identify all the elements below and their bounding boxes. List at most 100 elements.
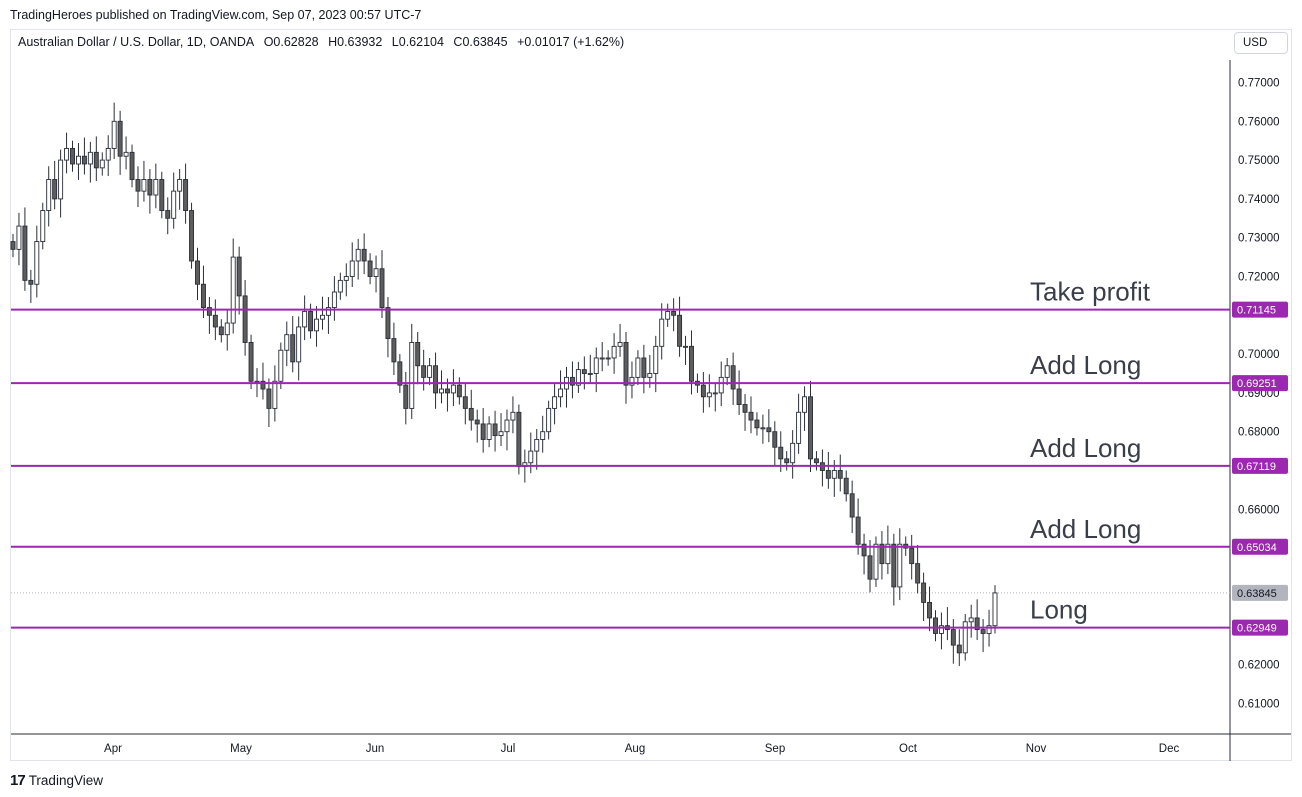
candle-down [813, 458, 819, 464]
ohlc-low: L0.62104 [391, 35, 444, 49]
level-label: Long [1030, 595, 1088, 625]
candle-up [337, 279, 343, 293]
candle-up [706, 392, 712, 398]
candle-up [552, 396, 558, 409]
candle-up [16, 225, 22, 250]
current-price-tag [1232, 584, 1288, 601]
candle-up [831, 470, 837, 479]
price-tag-label: 0.62949 [1237, 623, 1277, 635]
candle-up [629, 376, 635, 386]
candle-down [456, 384, 462, 398]
candle-up [647, 373, 653, 378]
candle-down [206, 307, 212, 316]
candle-up [314, 318, 320, 332]
candle-down [218, 326, 224, 336]
candle-down [909, 547, 915, 565]
x-tick-label: Apr [104, 743, 122, 755]
candle-up [796, 411, 802, 444]
candle-down [677, 314, 683, 347]
candle-up [177, 179, 183, 192]
price-tag-label: 0.69251 [1237, 378, 1277, 390]
candle-down [93, 151, 99, 169]
candle-down [212, 314, 218, 328]
candle-up [587, 373, 593, 375]
candle-up [141, 179, 147, 192]
candle-up [546, 407, 552, 433]
candle-down [671, 310, 677, 316]
candle-down [492, 423, 498, 437]
x-tick-label: May [230, 743, 252, 755]
symbol-name[interactable]: Australian Dollar / U.S. Dollar, 1D, OAN… [18, 35, 255, 49]
candle-down [52, 179, 58, 200]
candle-down [748, 411, 754, 421]
candle-up [486, 423, 492, 440]
candle-up [897, 543, 903, 588]
candle-down [867, 555, 873, 580]
candle-down [421, 365, 427, 378]
candle-down [135, 179, 141, 192]
y-tick-label: 0.76000 [1238, 116, 1280, 128]
tradingview-footer[interactable]: 17 TradingView [10, 772, 103, 789]
candle-down [861, 543, 867, 557]
candle-up [575, 369, 581, 386]
candle-down [385, 307, 391, 340]
candle-up [123, 151, 129, 157]
candle-down [778, 446, 784, 460]
candle-up [254, 380, 260, 383]
candle-down [415, 342, 421, 367]
candle-down [855, 516, 861, 545]
candle-down [10, 241, 16, 250]
candle-down [129, 151, 135, 180]
candle-up [46, 179, 52, 211]
candle-up [34, 241, 40, 285]
candle-up [510, 411, 516, 421]
symbol-legend: Australian Dollar / U.S. Dollar, 1D, OAN… [18, 35, 630, 49]
candle-down [927, 601, 933, 619]
tradingview-logo-icon[interactable]: 17 [10, 772, 26, 789]
candle-up [593, 357, 599, 374]
candle-up [712, 392, 718, 395]
candle-down [736, 388, 742, 405]
y-tick-label: 0.70000 [1238, 349, 1280, 361]
candle-up [343, 276, 349, 281]
candle-up [111, 120, 117, 149]
currency-button[interactable]: USD [1234, 32, 1288, 54]
candle-up [718, 376, 724, 394]
candle-down [189, 210, 195, 262]
candle-down [623, 342, 629, 386]
candle-down [379, 268, 385, 308]
candle-up [885, 543, 891, 565]
candle-down [474, 419, 480, 425]
candle-down [879, 543, 885, 565]
level-label: Add Long [1030, 433, 1141, 463]
candle-up [278, 349, 284, 382]
candle-down [837, 470, 843, 479]
ohlc-close: C0.63845 [453, 35, 508, 49]
price-tag [1232, 538, 1288, 555]
candle-up [320, 314, 325, 320]
candle-down [772, 431, 778, 448]
candle-down [915, 563, 921, 584]
candle-up [64, 148, 70, 161]
candle-up [105, 148, 111, 161]
candle-up [409, 342, 415, 409]
price-tag [1232, 375, 1288, 392]
candle-down [147, 179, 153, 196]
x-tick-label: Dec [1159, 743, 1180, 755]
tradingview-brand[interactable]: TradingView [28, 773, 103, 788]
candle-down [784, 458, 790, 464]
candle-up [653, 345, 659, 374]
x-tick-label: Aug [625, 743, 645, 755]
candle-down [950, 629, 956, 646]
candle-up [873, 543, 879, 580]
candle-up [534, 439, 540, 452]
candle-up [760, 427, 766, 430]
x-tick-label: Jun [366, 743, 385, 755]
candle-up [427, 365, 433, 378]
x-tick-label: Oct [899, 743, 918, 755]
candle-up [99, 159, 105, 169]
candle-up [87, 151, 93, 165]
candle-down [516, 411, 522, 468]
candle-up [302, 310, 308, 328]
